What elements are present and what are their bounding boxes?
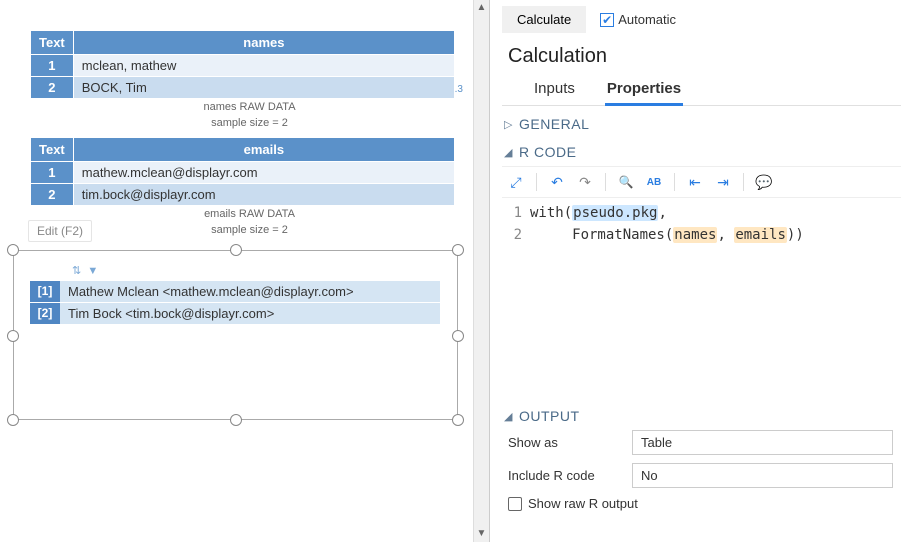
toolbar-sep bbox=[743, 173, 744, 191]
resize-handle[interactable] bbox=[452, 414, 464, 426]
include-r-label: Include R code bbox=[502, 468, 632, 483]
emails-table: Text emails 1 mathew.mclean@displayr.com… bbox=[30, 137, 455, 206]
result-index: [2] bbox=[30, 303, 60, 324]
outdent-icon[interactable]: ⇤ bbox=[683, 171, 707, 193]
find-icon[interactable]: 🔍 bbox=[614, 171, 638, 193]
table-row: 2 BOCK, Tim bbox=[31, 77, 455, 99]
section-general[interactable]: ▷ GENERAL bbox=[502, 106, 901, 134]
row-index: 1 bbox=[31, 55, 74, 77]
section-rcode-label: R CODE bbox=[519, 144, 576, 160]
resize-handle[interactable] bbox=[230, 244, 242, 256]
tab-properties[interactable]: Properties bbox=[605, 74, 683, 106]
table-row: 1 mclean, mathew bbox=[31, 55, 455, 77]
edit-label[interactable]: Edit (F2) bbox=[28, 220, 92, 242]
row-value: mclean, mathew bbox=[73, 55, 454, 77]
emails-caption-1: emails RAW DATA bbox=[30, 208, 469, 220]
resize-handle[interactable] bbox=[452, 244, 464, 256]
result-output: ⇅ ▼ [1] Mathew Mclean <mathew.mclean@dis… bbox=[30, 262, 440, 325]
section-output-label: OUTPUT bbox=[519, 408, 580, 424]
row-index: 1 bbox=[31, 162, 74, 184]
sort-icon[interactable]: ⇅ bbox=[72, 265, 81, 277]
indent-icon[interactable]: ⇥ bbox=[711, 171, 735, 193]
toolbar-sep bbox=[536, 173, 537, 191]
tab-bar: Inputs Properties bbox=[502, 74, 901, 106]
names-caption-1: names RAW DATA bbox=[30, 101, 469, 113]
automatic-checkbox[interactable]: ✔ Automatic bbox=[600, 12, 676, 27]
show-as-row: Show as Table bbox=[502, 426, 901, 459]
replace-icon[interactable]: AB bbox=[642, 171, 666, 193]
toolbar-sep bbox=[674, 173, 675, 191]
calculate-button[interactable]: Calculate bbox=[502, 6, 586, 33]
code-token-var: names bbox=[673, 227, 717, 243]
emails-header-main: emails bbox=[73, 138, 454, 162]
vertical-scrollbar[interactable]: ▲ ▼ bbox=[473, 0, 489, 542]
tab-inputs[interactable]: Inputs bbox=[532, 74, 577, 105]
resize-handle[interactable] bbox=[230, 414, 242, 426]
result-row: [2] Tim Bock <tim.bock@displayr.com> bbox=[30, 303, 440, 324]
code-token-var: emails bbox=[734, 227, 787, 243]
resize-handle[interactable] bbox=[7, 414, 19, 426]
resize-handle[interactable] bbox=[452, 330, 464, 342]
show-as-label: Show as bbox=[502, 435, 632, 450]
table-row: 1 mathew.mclean@displayr.com bbox=[31, 162, 455, 184]
include-r-select[interactable]: No bbox=[632, 463, 893, 488]
result-value: Tim Bock <tim.bock@displayr.com> bbox=[60, 303, 440, 324]
redo-icon[interactable]: ↷ bbox=[573, 171, 597, 193]
emails-caption-2: sample size = 2 bbox=[30, 224, 469, 236]
comment-icon[interactable]: 💬 bbox=[752, 171, 776, 193]
code-editor[interactable]: 12 with(pseudo.pkg, FormatNames(names, e… bbox=[502, 198, 901, 398]
emails-header-text: Text bbox=[31, 138, 74, 162]
section-general-label: GENERAL bbox=[519, 116, 589, 132]
show-raw-row[interactable]: Show raw R output bbox=[502, 492, 901, 515]
show-as-select[interactable]: Table bbox=[632, 430, 893, 455]
editor-toolbar: ⤢ ↶ ↷ 🔍 AB ⇤ ⇥ 💬 bbox=[502, 166, 901, 198]
result-row: [1] Mathew Mclean <mathew.mclean@display… bbox=[30, 281, 440, 302]
show-raw-label: Show raw R output bbox=[528, 496, 638, 511]
expand-icon[interactable]: ⤢ bbox=[504, 171, 528, 193]
canvas-pane: ▲ ▼ .3 Text names 1 mclean, mathew 2 BOC… bbox=[0, 0, 490, 542]
section-rcode[interactable]: ◢ R CODE bbox=[502, 134, 901, 162]
scroll-up-button[interactable]: ▲ bbox=[474, 0, 489, 16]
chevron-down-icon: ◢ bbox=[504, 146, 513, 159]
table-row: 2 tim.bock@displayr.com bbox=[31, 184, 455, 206]
filter-icon[interactable]: ▼ bbox=[87, 265, 98, 277]
row-value: mathew.mclean@displayr.com bbox=[73, 162, 454, 184]
automatic-label: Automatic bbox=[618, 12, 676, 27]
object-tag: .3 bbox=[455, 84, 463, 95]
names-caption-2: sample size = 2 bbox=[30, 117, 469, 129]
row-value: tim.bock@displayr.com bbox=[73, 184, 454, 206]
resize-handle[interactable] bbox=[7, 244, 19, 256]
panel-title: Calculation bbox=[502, 35, 901, 74]
row-value: BOCK, Tim bbox=[73, 77, 454, 99]
result-index: [1] bbox=[30, 281, 60, 302]
resize-handle[interactable] bbox=[7, 330, 19, 342]
line-gutter: 12 bbox=[502, 202, 530, 398]
checkbox-checked-icon[interactable]: ✔ bbox=[600, 13, 614, 27]
scroll-down-button[interactable]: ▼ bbox=[474, 526, 489, 542]
checkbox-unchecked-icon[interactable] bbox=[508, 497, 522, 511]
undo-icon[interactable]: ↶ bbox=[545, 171, 569, 193]
chevron-down-icon: ◢ bbox=[504, 410, 513, 423]
row-index: 2 bbox=[31, 184, 74, 206]
chevron-right-icon: ▷ bbox=[504, 118, 513, 131]
names-header-text: Text bbox=[31, 31, 74, 55]
include-r-row: Include R code No bbox=[502, 459, 901, 492]
code-token-pkg: pseudo.pkg bbox=[572, 205, 658, 221]
toolbar-sep bbox=[605, 173, 606, 191]
code-content[interactable]: with(pseudo.pkg, FormatNames(names, emai… bbox=[530, 202, 901, 398]
sort-filter-icons[interactable]: ⇅ ▼ bbox=[30, 262, 440, 281]
names-header-main: names bbox=[73, 31, 454, 55]
names-table: Text names 1 mclean, mathew 2 BOCK, Tim bbox=[30, 30, 455, 99]
properties-pane: Calculate ✔ Automatic Calculation Inputs… bbox=[490, 0, 901, 542]
row-index: 2 bbox=[31, 77, 74, 99]
result-value: Mathew Mclean <mathew.mclean@displayr.co… bbox=[60, 281, 440, 302]
section-output[interactable]: ◢ OUTPUT bbox=[502, 398, 901, 426]
